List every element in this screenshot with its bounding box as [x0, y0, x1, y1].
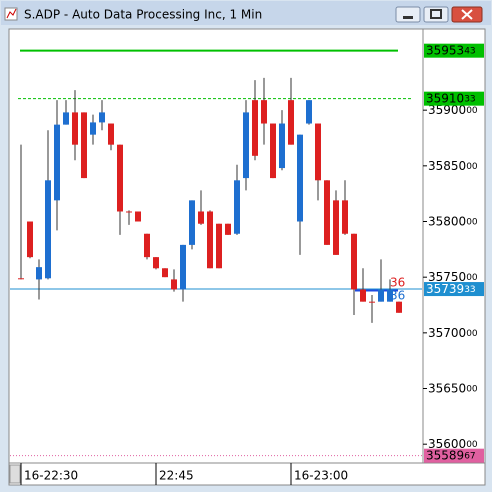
candle-body — [243, 112, 249, 179]
candle-body — [45, 180, 51, 279]
y-tick-label: 3580000 — [428, 214, 478, 228]
candle-body — [153, 257, 159, 269]
candle-body — [36, 267, 42, 280]
y-tick-label: 3565000 — [428, 381, 478, 395]
minimize-icon — [403, 16, 413, 19]
candle-body — [198, 211, 204, 224]
candle-body — [261, 100, 267, 124]
level-tag — [424, 91, 484, 106]
candle-body — [306, 100, 312, 124]
candle-body — [18, 278, 24, 280]
candle-body — [81, 112, 87, 179]
candle-body — [369, 301, 375, 303]
candle-body — [297, 134, 303, 222]
candle-body — [180, 244, 186, 290]
y-tick-label: 3570000 — [428, 325, 478, 339]
candle-body — [90, 122, 96, 135]
level-tag-label: 3591033 — [426, 91, 476, 105]
candle-body — [234, 180, 240, 234]
candle-body — [72, 112, 78, 145]
candle-body — [324, 180, 330, 245]
level-tag-label: 3595343 — [426, 43, 476, 57]
x-tick-label: 22:45 — [159, 469, 194, 483]
level-tag-label: 3573933 — [426, 282, 476, 296]
window-title: S.ADP - Auto Data Processing Inc, 1 Min — [24, 8, 262, 22]
candle-body — [351, 233, 357, 290]
candle-body — [108, 123, 114, 145]
candle-body — [342, 200, 348, 234]
candle-body — [27, 221, 33, 258]
candle-body — [360, 289, 366, 302]
candle-body — [279, 123, 285, 169]
y-tick-label: 3575000 — [428, 270, 478, 284]
y-tick-label: 3560000 — [428, 437, 478, 451]
x-tick-label: 16-22:30 — [24, 469, 78, 483]
candle-body — [387, 289, 393, 302]
candle-body — [99, 112, 105, 123]
candle-body — [189, 200, 195, 245]
candle-body — [117, 144, 123, 212]
candle-body — [126, 211, 132, 213]
level-tag — [424, 43, 484, 58]
close-icon — [461, 9, 473, 20]
level-tag — [424, 448, 484, 463]
candle-body — [63, 112, 69, 125]
time-axis — [8, 462, 486, 486]
candle-body — [216, 223, 222, 269]
minimize-button[interactable] — [395, 6, 421, 23]
candle-body — [396, 301, 402, 313]
annotation: 36 — [390, 289, 405, 303]
candle-body — [144, 233, 150, 258]
annotation: 36 — [390, 276, 405, 290]
candle-body — [171, 279, 177, 290]
candle-body — [54, 124, 60, 201]
app-icon-graph — [6, 8, 17, 19]
level-tag — [424, 282, 484, 297]
candle-body — [225, 223, 231, 235]
candle-body — [162, 268, 168, 278]
level-tag-label: 3558967 — [426, 448, 476, 462]
y-tick-label: 3590000 — [428, 103, 478, 117]
x-tick-label: 16-23:00 — [294, 469, 348, 483]
maximize-icon — [430, 9, 442, 19]
candle-body — [270, 123, 276, 179]
candle-body — [135, 211, 141, 222]
scroll-marker[interactable] — [9, 464, 21, 484]
candle-body — [378, 289, 384, 302]
candle-body — [333, 200, 339, 255]
candle-body — [288, 100, 294, 145]
candle-body — [315, 123, 321, 181]
candle-body — [252, 100, 258, 156]
y-tick-label: 3585000 — [428, 158, 478, 172]
candle-body — [207, 211, 213, 269]
